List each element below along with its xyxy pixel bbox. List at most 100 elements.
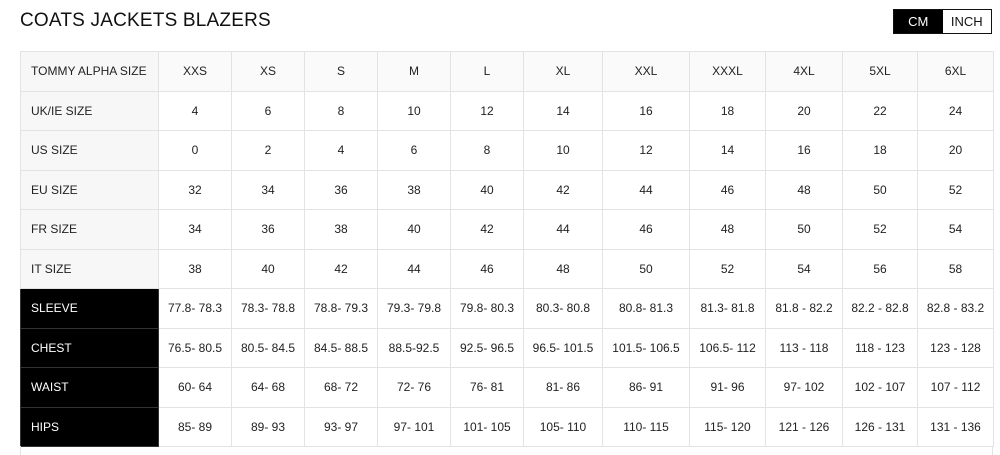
table-cell: 89- 93	[231, 406, 305, 447]
row-label: US SIZE	[20, 130, 159, 171]
table-cell: 14	[689, 130, 766, 171]
table-cell: 68- 72	[304, 367, 378, 408]
table-cell: 4	[304, 130, 378, 171]
table-cell: 84.5- 88.5	[304, 327, 378, 368]
table-cell: XS	[231, 51, 305, 92]
table-cell: 10	[523, 130, 603, 171]
table-row: TOMMY ALPHA SIZE XXS XS S M L XL XXL XXXL 4XL 5XL 6…	[20, 51, 994, 92]
row-label: EU SIZE	[20, 169, 159, 210]
row-label: HIPS	[20, 406, 159, 447]
table-cell: 38	[304, 209, 378, 250]
table-cell: 77.8- 78.3	[158, 288, 232, 329]
table-cell: 54	[765, 248, 843, 289]
table-cell: 80.8- 81.3	[602, 288, 690, 329]
row-label: UK/IE SIZE	[20, 90, 159, 131]
table-row: US SIZE 0 2 4 6 8 10 12 14 16 18 20	[20, 130, 994, 171]
table-cell: S	[304, 51, 378, 92]
table-cell: 102 - 107	[842, 367, 918, 408]
table-cell: 46	[602, 209, 690, 250]
table-cell: 6XL	[917, 51, 994, 92]
table-cell: 79.8- 80.3	[450, 288, 524, 329]
table-bottom-edge	[20, 446, 993, 455]
table-cell: 115- 120	[689, 406, 766, 447]
table-cell: 110- 115	[602, 406, 690, 447]
table-cell: 48	[523, 248, 603, 289]
table-cell: 118 - 123	[842, 327, 918, 368]
table-cell: 18	[689, 90, 766, 131]
table-cell: 56	[842, 248, 918, 289]
table-cell: 107 - 112	[917, 367, 994, 408]
table-cell: 2	[231, 130, 305, 171]
table-cell: XL	[523, 51, 603, 92]
table-cell: 113 - 118	[765, 327, 843, 368]
table-cell: 34	[231, 169, 305, 210]
table-cell: 78.3- 78.8	[231, 288, 305, 329]
table-cell: 36	[304, 169, 378, 210]
table-row: IT SIZE 38 40 42 44 46 48 50 52 54 56 58	[20, 248, 994, 289]
table-cell: 46	[689, 169, 766, 210]
table-cell: 126 - 131	[842, 406, 918, 447]
table-cell: 24	[917, 90, 994, 131]
table-cell: 38	[377, 169, 451, 210]
table-cell: 48	[765, 169, 843, 210]
table-cell: 88.5-92.5	[377, 327, 451, 368]
table-cell: 44	[602, 169, 690, 210]
table-cell: L	[450, 51, 524, 92]
table-cell: 96.5- 101.5	[523, 327, 603, 368]
table-cell: 16	[602, 90, 690, 131]
table-cell: 64- 68	[231, 367, 305, 408]
table-cell: 46	[450, 248, 524, 289]
table-cell: 80.5- 84.5	[231, 327, 305, 368]
table-cell: 44	[523, 209, 603, 250]
table-cell: 14	[523, 90, 603, 131]
table-cell: 97- 101	[377, 406, 451, 447]
table-cell: 4	[158, 90, 232, 131]
table-cell: 50	[602, 248, 690, 289]
table-cell: XXS	[158, 51, 232, 92]
table-cell: 81.3- 81.8	[689, 288, 766, 329]
table-cell: 40	[377, 209, 451, 250]
table-cell: 97- 102	[765, 367, 843, 408]
table-cell: 8	[450, 130, 524, 171]
table-cell: 50	[765, 209, 843, 250]
table-cell: 6	[377, 130, 451, 171]
table-cell: 72- 76	[377, 367, 451, 408]
table-cell: 40	[450, 169, 524, 210]
row-label: SLEEVE	[20, 288, 159, 329]
table-cell: XXXL	[689, 51, 766, 92]
table-cell: 81- 86	[523, 367, 603, 408]
table-cell: 52	[689, 248, 766, 289]
table-cell: 101- 105	[450, 406, 524, 447]
table-cell: 60- 64	[158, 367, 232, 408]
table-cell: 58	[917, 248, 994, 289]
table-cell: 18	[842, 130, 918, 171]
table-cell: 38	[158, 248, 232, 289]
table-row: FR SIZE 34 36 38 40 42 44 46 48 50 52 54	[20, 209, 994, 250]
table-row: WAIST 60- 64 64- 68 68- 72 72- 76 76- 81 81- 8…	[20, 367, 994, 408]
row-label: IT SIZE	[20, 248, 159, 289]
table-cell: 78.8- 79.3	[304, 288, 378, 329]
row-label: WAIST	[20, 367, 159, 408]
table-cell: 0	[158, 130, 232, 171]
table-row: UK/IE SIZE 4 6 8 10 12 14 16 18 20 22 24	[20, 90, 994, 131]
table-row: HIPS 85- 89 89- 93 93- 97 97- 101 101- 105 105…	[20, 406, 994, 447]
table-cell: 22	[842, 90, 918, 131]
unit-cm-button[interactable]: CM	[894, 10, 943, 33]
table-cell: 86- 91	[602, 367, 690, 408]
size-chart-table: TOMMY ALPHA SIZE XXS XS S M L XL XXL XXXL 4XL 5XL 6…	[20, 51, 994, 447]
table-cell: 6	[231, 90, 305, 131]
table-cell: 16	[765, 130, 843, 171]
table-cell: 82.8 - 83.2	[917, 288, 994, 329]
row-label: FR SIZE	[20, 209, 159, 250]
table-cell: 20	[765, 90, 843, 131]
row-label: TOMMY ALPHA SIZE	[20, 51, 159, 92]
table-cell: 40	[231, 248, 305, 289]
unit-inch-button[interactable]: INCH	[942, 10, 991, 33]
unit-toggle: CM INCH	[893, 9, 992, 34]
table-cell: 42	[304, 248, 378, 289]
table-cell: 42	[450, 209, 524, 250]
table-cell: 131 - 136	[917, 406, 994, 447]
table-cell: 32	[158, 169, 232, 210]
table-cell: 92.5- 96.5	[450, 327, 524, 368]
table-row: SLEEVE 77.8- 78.3 78.3- 78.8 78.8- 79.3 79.3…	[20, 288, 994, 329]
